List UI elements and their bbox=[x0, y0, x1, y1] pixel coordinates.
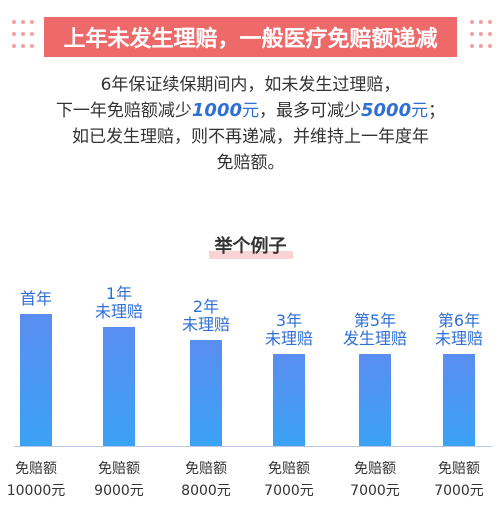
category-label-line2: 发生理赔 bbox=[342, 329, 407, 348]
category-label-line1: 3年 bbox=[275, 311, 303, 330]
chart-bar bbox=[443, 354, 475, 446]
chart-baseline bbox=[14, 446, 492, 447]
example-heading: 举个例子 bbox=[0, 232, 501, 259]
amount-1000: 1000 bbox=[191, 100, 242, 121]
intro-line-3: 如已发生理赔，则不再递减，并维持上一年度年 bbox=[72, 127, 429, 147]
deductible-label: 免赔额 10000元 bbox=[0, 458, 76, 502]
intro-line-2-a: 下一年免赔额减少 bbox=[55, 101, 192, 121]
deductible-amount: 8000元 bbox=[181, 483, 231, 499]
chart-bar bbox=[273, 354, 305, 446]
amount-1000-unit: 元 bbox=[242, 101, 259, 121]
deductible-prefix: 免赔额 bbox=[185, 461, 227, 477]
header-banner: 上年未发生理赔，一般医疗免赔额递减 bbox=[44, 17, 457, 57]
category-label-line1: 2年 bbox=[192, 297, 220, 316]
amount-5000-unit: 元 bbox=[411, 101, 429, 121]
intro-line-2: 下一年免赔额减少1000元，最多可减少5000元； bbox=[0, 98, 501, 124]
category-label: 第5年 发生理赔 bbox=[330, 312, 420, 348]
deductible-label: 免赔额 7000元 bbox=[335, 458, 415, 502]
chart-bar bbox=[103, 327, 135, 446]
deductible-label: 免赔额 9000元 bbox=[79, 458, 159, 502]
deductible-amount: 7000元 bbox=[350, 483, 400, 499]
deductible-amount: 10000元 bbox=[6, 483, 66, 499]
chart-bar bbox=[359, 354, 391, 446]
category-label-line1: 1年 bbox=[105, 284, 133, 303]
example-title: 举个例子 bbox=[208, 232, 293, 259]
chart-bar bbox=[190, 340, 222, 446]
deductible-prefix: 免赔额 bbox=[438, 461, 480, 477]
deductible-prefix: 免赔额 bbox=[268, 461, 310, 477]
category-label-line1: 第5年 bbox=[353, 311, 397, 330]
deductible-prefix: 免赔额 bbox=[354, 461, 396, 477]
intro-text: 6年保证续保期间内，如未发生过理赔， 下一年免赔额减少1000元，最多可减少50… bbox=[0, 72, 501, 176]
deductible-label: 免赔额 7000元 bbox=[249, 458, 329, 502]
deductible-amount: 9000元 bbox=[94, 483, 144, 499]
category-label-line2: 未理赔 bbox=[434, 329, 483, 348]
category-label-line1: 第6年 bbox=[437, 311, 481, 330]
category-label: 2年 未理赔 bbox=[161, 298, 251, 334]
chart-bar bbox=[20, 314, 52, 446]
deductible-amount: 7000元 bbox=[264, 483, 314, 499]
category-label: 第6年 未理赔 bbox=[414, 312, 501, 348]
category-label-line2: 未理赔 bbox=[181, 315, 230, 334]
category-label-line2: 未理赔 bbox=[94, 302, 143, 321]
intro-line-2-b: ，最多可减少 bbox=[259, 101, 361, 121]
intro-line-4: 免赔额。 bbox=[216, 153, 285, 173]
decorative-dots-left bbox=[12, 20, 36, 54]
deductible-label: 免赔额 8000元 bbox=[166, 458, 246, 502]
amount-5000: 5000 bbox=[361, 100, 412, 121]
category-label-line1: 首年 bbox=[19, 289, 52, 308]
deductible-prefix: 免赔额 bbox=[15, 461, 57, 477]
deductible-prefix: 免赔额 bbox=[98, 461, 140, 477]
deductible-label: 免赔额 7000元 bbox=[419, 458, 499, 502]
deductible-amount: 7000元 bbox=[434, 483, 484, 499]
category-label: 首年 bbox=[0, 290, 81, 308]
category-label-line2: 未理赔 bbox=[264, 329, 313, 348]
decorative-dots-right bbox=[470, 20, 494, 54]
category-label: 1年 未理赔 bbox=[74, 285, 164, 321]
intro-line-1: 6年保证续保期间内，如未发生过理赔， bbox=[100, 75, 401, 95]
banner-title: 上年未发生理赔，一般医疗免赔额递减 bbox=[63, 27, 438, 52]
category-label: 3年 未理赔 bbox=[244, 312, 334, 348]
intro-line-2-c: ； bbox=[428, 101, 446, 121]
